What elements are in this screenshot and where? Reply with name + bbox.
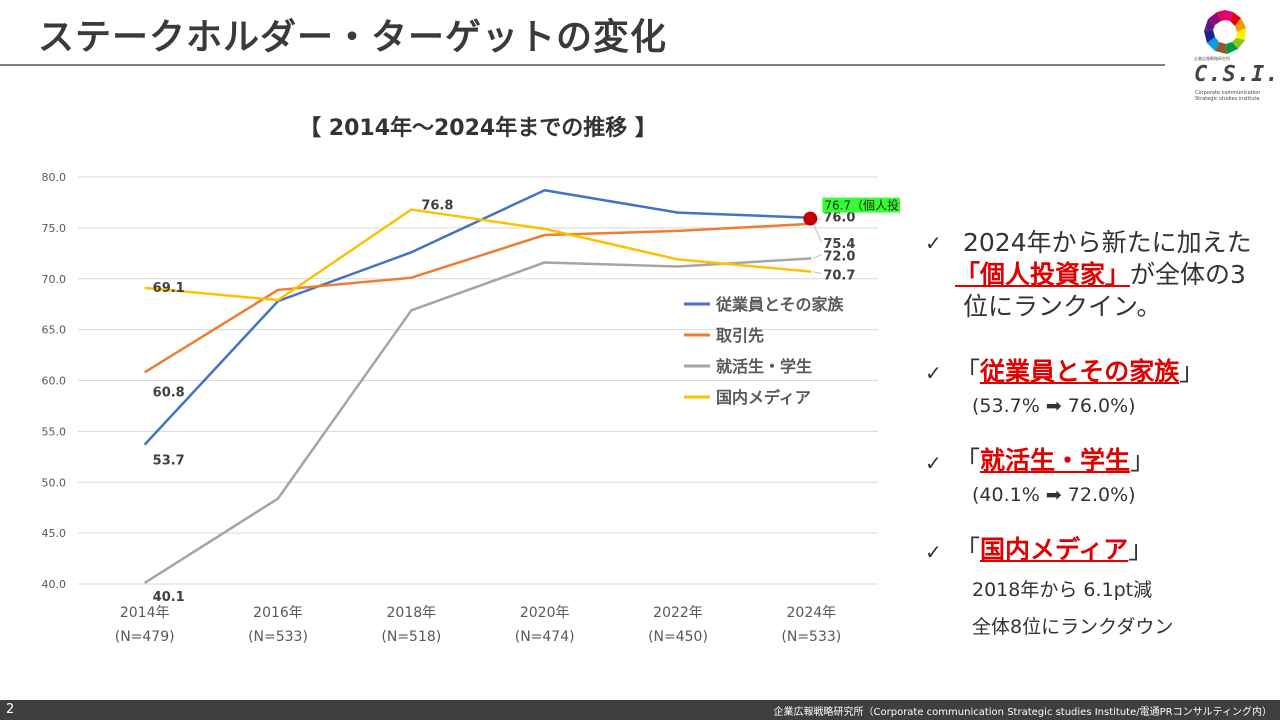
data-label: 69.1 <box>153 281 185 296</box>
page-number: 2 <box>6 702 15 717</box>
point2-open-bracket: 「 <box>955 357 981 386</box>
point4-heading: 「国内メディア」 <box>955 535 1153 565</box>
leader-line <box>812 223 822 243</box>
check-icon: ✓ <box>925 540 942 564</box>
point3-sub: (40.1% ➡ 72.0%) <box>972 484 1136 506</box>
logo-sub-line2: Strategic studies institute <box>1195 96 1260 102</box>
title-divider <box>0 64 1165 66</box>
highlight-label-bg <box>822 197 900 213</box>
x-tick-label: 2016年 <box>253 605 303 621</box>
point1-line1: 2024年から新たに加えた <box>963 228 1252 257</box>
point1-line3: 位にランクイン。 <box>963 292 1162 321</box>
point4-highlight: 国内メディア <box>980 535 1129 564</box>
logo-name: C.S.I. <box>1194 62 1280 87</box>
point3-heading: 「就活生・学生」 <box>955 446 1155 476</box>
leader-line <box>813 253 822 259</box>
leader-line <box>813 271 822 275</box>
y-tick-label: 65.0 <box>42 324 67 337</box>
point1-highlight: 「個人投資家」 <box>955 260 1131 289</box>
data-label: 70.7 <box>823 269 855 284</box>
x-tick-sublabel: (N=518) <box>381 629 441 645</box>
series-line-2 <box>144 222 812 374</box>
point4-sub1: 2018年から 6.1pt減 <box>972 579 1153 601</box>
check-icon: ✓ <box>925 361 942 385</box>
chart-title: 【 2014年～2024年までの推移 】 <box>299 115 657 141</box>
point3-highlight: 就活生・学生 <box>980 446 1131 475</box>
logo-sub-line1: Corporate communication <box>1195 90 1261 96</box>
page-title: ステークホルダー・ターゲットの変化 <box>38 17 668 58</box>
data-label: 53.7 <box>153 454 185 469</box>
line-chart: 【 2014年～2024年までの推移 】 40.0 45.0 50.0 55.0 60.0… <box>42 115 900 645</box>
check-icon: ✓ <box>925 451 942 475</box>
x-tick-sublabel: (N=533) <box>781 629 841 645</box>
y-tick-label: 70.0 <box>42 273 67 286</box>
point1-line2: 「個人投資家」が全体の3 <box>955 260 1246 290</box>
y-tick-label: 50.0 <box>42 476 67 489</box>
footer-bar: 2 企業広報戦略研究所（Corporate communication Stra… <box>0 700 1280 720</box>
check-icon: ✓ <box>925 231 942 255</box>
point4-open-bracket: 「 <box>955 535 981 564</box>
point2-close-bracket: 」 <box>1179 357 1205 386</box>
point3-open-bracket: 「 <box>955 446 981 475</box>
point2-heading: 「従業員とその家族」 <box>955 357 1204 387</box>
point2-sub: (53.7% ➡ 76.0%) <box>972 395 1136 417</box>
point3-close-bracket: 」 <box>1130 446 1156 475</box>
y-tick-label: 40.0 <box>42 578 67 591</box>
data-label: 60.8 <box>153 385 185 400</box>
x-tick-sublabel: (N=474) <box>515 629 575 645</box>
point4-close-bracket: 」 <box>1128 535 1154 564</box>
x-tick-label: 2022年 <box>653 605 703 621</box>
data-label: 76.0 <box>823 211 855 226</box>
y-tick-label: 55.0 <box>42 425 67 438</box>
series-line-1 <box>143 188 812 446</box>
point4-sub2: 全体8位にランクダウン <box>972 616 1174 638</box>
highlight-point <box>803 211 818 226</box>
point2-highlight: 従業員とその家族 <box>980 357 1180 386</box>
data-label: 72.0 <box>823 249 855 264</box>
series-line-4 <box>144 208 812 302</box>
data-label: 40.1 <box>153 590 185 605</box>
y-tick-label: 45.0 <box>42 527 67 540</box>
data-label: 75.4 <box>823 237 855 252</box>
footer-credit: 企業広報戦略研究所（Corporate communication Strate… <box>773 707 1272 718</box>
highlight-label: 76.7（個人投資家） <box>824 198 900 213</box>
logo-subtitle: Corporate communication Strategic studie… <box>1195 90 1260 102</box>
data-label: 76.8 <box>421 199 453 214</box>
x-tick-label: 2024年 <box>787 605 837 621</box>
x-tick-sublabel: (N=450) <box>648 629 708 645</box>
x-tick-sublabel: (N=479) <box>115 629 175 645</box>
csi-logo-icon <box>1204 10 1246 54</box>
y-tick-label: 75.0 <box>42 222 67 235</box>
legend-label: 取引先 <box>716 326 764 345</box>
y-tick-label: 80.0 <box>42 171 67 184</box>
x-tick-sublabel: (N=533) <box>248 629 308 645</box>
x-tick-label: 2018年 <box>387 605 437 621</box>
series-line-3 <box>143 257 812 585</box>
logo-small-text: 企業広報戦略研究所 <box>1194 56 1230 61</box>
legend-label: 就活生・学生 <box>716 357 812 376</box>
x-tick-label: 2014年 <box>120 605 170 621</box>
legend-label: 国内メディア <box>716 388 811 407</box>
point1-line2-rest: が全体の3 <box>1130 260 1246 289</box>
x-tick-label: 2020年 <box>520 605 570 621</box>
legend-label: 従業員とその家族 <box>715 295 845 314</box>
y-tick-label: 60.0 <box>42 375 67 388</box>
